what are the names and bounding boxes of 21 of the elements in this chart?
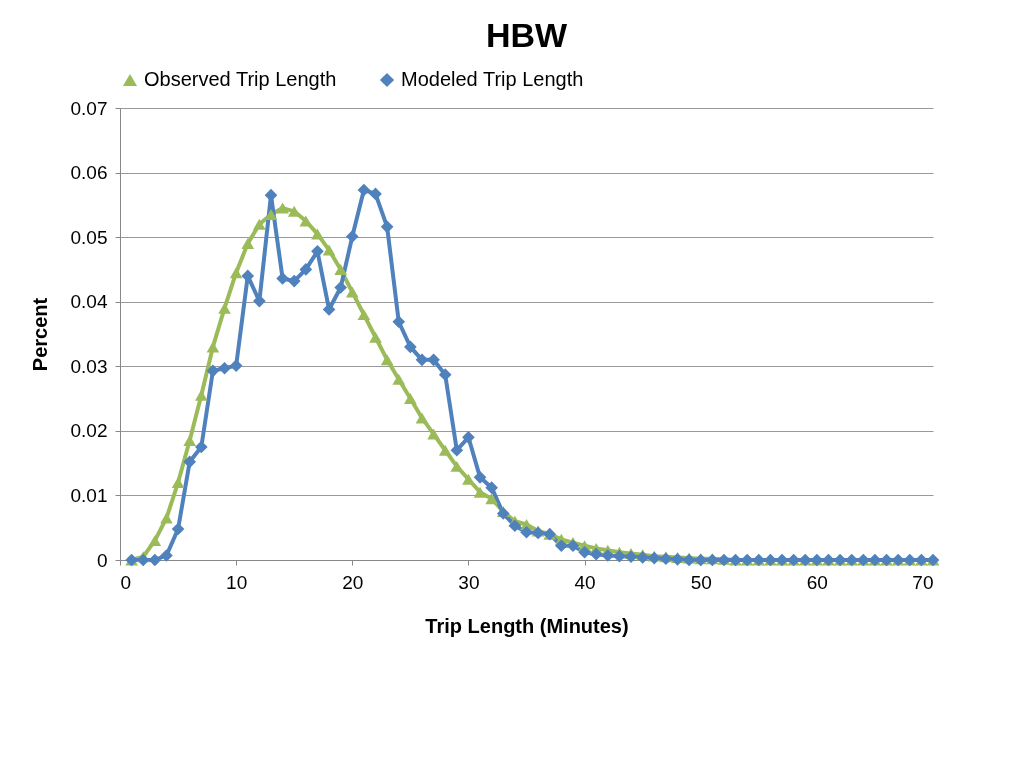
x-axis-title: Trip Length (Minutes) [425, 614, 629, 637]
y-tick-label: 0.01 [70, 484, 108, 506]
legend-label: Observed Trip Length [144, 68, 337, 90]
x-tick-label: 40 [574, 571, 596, 593]
y-tick-label: 0.03 [70, 355, 108, 377]
y-axis-title: Percent [28, 297, 51, 372]
y-tick-label: 0.04 [70, 291, 108, 313]
y-tick-label: 0.02 [70, 420, 108, 442]
y-tick-label: 0.05 [70, 226, 108, 248]
x-tick-label: 70 [912, 571, 934, 593]
y-tick-label: 0 [96, 549, 108, 571]
y-tick-label: 0.06 [70, 162, 108, 184]
x-tick-label: 20 [342, 571, 364, 593]
x-tick-label: 10 [226, 571, 248, 593]
x-tick-label: 60 [806, 571, 828, 593]
chart-title: HBW [485, 16, 569, 54]
x-tick-label: 50 [690, 571, 712, 593]
y-tick-label: 0.07 [70, 97, 108, 119]
x-tick-label: 0 [120, 571, 132, 593]
x-tick-label: 30 [458, 571, 480, 593]
legend-label: Modeled Trip Length [401, 68, 584, 90]
